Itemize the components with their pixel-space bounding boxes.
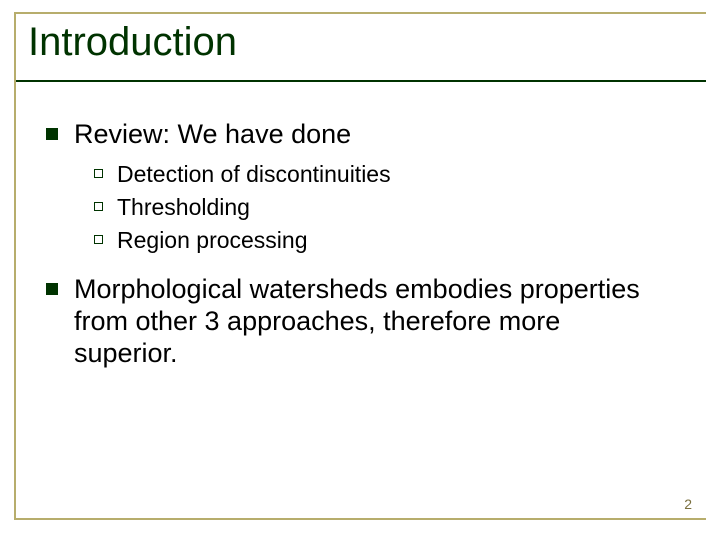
bullet-level1: Morphological watersheds embodies proper… <box>46 273 666 370</box>
frame-bottom <box>14 518 706 520</box>
slide-title: Introduction <box>28 20 237 65</box>
sub-bullet-text: Detection of discontinuities <box>117 160 391 189</box>
page-number: 2 <box>684 496 692 512</box>
frame-left <box>14 12 16 520</box>
bullet-level1: Review: We have done <box>46 118 666 150</box>
hollow-square-bullet-icon <box>94 169 103 178</box>
sub-bullet-text: Region processing <box>117 226 308 255</box>
bullet-level2: Thresholding <box>94 193 666 222</box>
title-underline <box>16 80 706 82</box>
bullet-text: Morphological watersheds embodies proper… <box>74 273 666 370</box>
sub-bullet-group: Detection of discontinuities Thresholdin… <box>94 160 666 254</box>
bullet-level2: Detection of discontinuities <box>94 160 666 189</box>
sub-bullet-text: Thresholding <box>117 193 250 222</box>
hollow-square-bullet-icon <box>94 235 103 244</box>
slide-content: Review: We have done Detection of discon… <box>46 118 666 376</box>
square-bullet-icon <box>46 128 58 140</box>
frame-top <box>14 12 706 14</box>
bullet-level2: Region processing <box>94 226 666 255</box>
bullet-text: Review: We have done <box>74 118 351 150</box>
hollow-square-bullet-icon <box>94 202 103 211</box>
slide: Introduction Review: We have done Detect… <box>0 0 720 540</box>
square-bullet-icon <box>46 283 58 295</box>
